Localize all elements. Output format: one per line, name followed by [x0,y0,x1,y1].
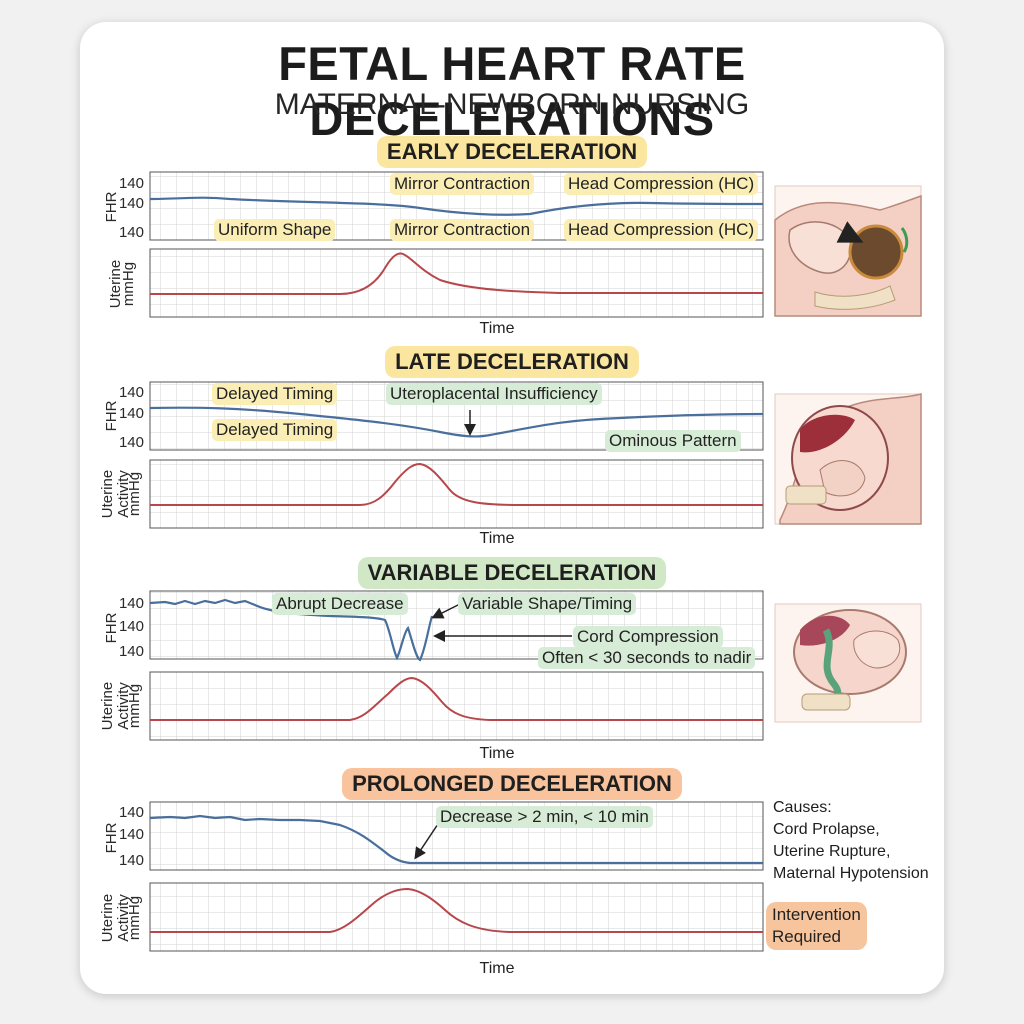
late-uterine-label: Uterine [99,469,116,519]
variable-label-nadir: Often < 30 seconds to nadir [538,647,756,669]
head-compression-illustration [774,185,922,317]
late-label-delayed-top: Delayed Timing [212,383,338,405]
prolonged-uterine-trace [150,887,763,933]
cord-compression-illustration [774,603,922,723]
variable-label-abrupt: Abrupt Decrease [272,593,408,615]
variable-shape-arrow [431,603,461,619]
prolonged-fhr-label: FHR [103,822,120,854]
page-title: FETAL HEART RATE DECELERATIONS [278,37,746,145]
variable-label-shape: Variable Shape/Timing [458,593,637,615]
late-label-ominous: Ominous Pattern [605,430,741,452]
early-heading: EARLY DECELERATION [80,136,944,168]
early-tick-top: 140 [118,175,144,192]
late-heading: LATE DECELERATION [80,346,944,378]
variable-uterine-panel [149,671,764,741]
late-label-delayed-bottom: Delayed Timing [212,419,338,441]
variable-tick-top: 140 [118,595,144,612]
variable-uterine-trace [150,676,763,721]
placenta-illustration [774,393,922,525]
late-label-insufficiency: Uteroplacental Insufficiency [386,383,602,405]
prolonged-drop-arrow [414,823,439,860]
variable-fhr-trace [149,598,434,662]
intervention-required-box: Intervention Required [766,902,867,950]
late-fhr-label: FHR [103,400,120,432]
early-label-mirror-top: Mirror Contraction [390,173,535,195]
late-unit-label: mmHg [126,471,143,517]
early-fhr-trace [149,196,764,216]
prolonged-tick-bottom: 140 [118,852,144,869]
early-tick-bottom: 140 [118,224,144,241]
variable-unit-label: mmHg [126,683,143,729]
prolonged-uterine-panel [149,882,764,952]
early-heading-label: EARLY DECELERATION [376,136,648,168]
early-label-uniform: Uniform Shape [214,219,336,241]
late-tick-bottom: 140 [118,434,144,451]
variable-fhr-label: FHR [103,612,120,644]
late-time-label: Time [479,530,515,547]
page-subtitle: MATERNAL-NEWBORN NURSING [274,88,750,121]
prolonged-heading-label: PROLONGED DECELERATION [342,768,682,800]
prolonged-heading: PROLONGED DECELERATION [80,768,944,800]
late-fhr-trace [149,406,764,438]
early-label-head-bottom: Head Compression (HC) [564,219,759,241]
variable-uterine-label: Uterine [99,681,116,731]
late-uterine-panel [149,459,764,529]
variable-heading: VARIABLE DECELERATION [80,557,944,589]
prolonged-fhr-trace [149,814,763,865]
cause-maternal-hypotension: Maternal Hypotension [773,865,929,882]
intervention-line-1: Intervention [772,905,861,924]
early-label-head-top: Head Compression (HC) [564,173,759,195]
cause-cord-prolapse: Cord Prolapse, [773,821,880,838]
prolonged-time-label: Time [479,960,515,977]
variable-heading-label: VARIABLE DECELERATION [357,557,667,589]
early-uterine-panel [149,248,764,318]
late-heading-label: LATE DECELERATION [385,346,639,378]
late-tick-mid: 140 [118,405,144,422]
variable-label-cord: Cord Compression [573,626,723,648]
causes-heading: Causes: [773,799,832,816]
prolonged-tick-mid: 140 [118,826,144,843]
intervention-line-2: Required [772,927,841,946]
early-tick-mid: 140 [118,195,144,212]
early-fhr-label: FHR [103,191,120,223]
early-time-label: Time [479,320,515,337]
prolonged-label-duration: Decrease > 2 min, < 10 min [436,806,653,828]
variable-tick-mid: 140 [118,618,144,635]
variable-time-label: Time [479,745,515,762]
variable-tick-bottom: 140 [118,643,144,660]
cause-uterine-rupture: Uterine Rupture, [773,843,891,860]
late-uterine-trace [150,462,763,506]
early-uterine-trace [150,252,763,295]
prolonged-unit-label: mmHg [126,895,143,941]
early-unit-label: mmHg [120,261,137,307]
prolonged-tick-top: 140 [118,804,144,821]
prolonged-uterine-label: Uterine [99,893,116,943]
late-tick-top: 140 [118,384,144,401]
early-label-mirror-bottom: Mirror Contraction [390,219,535,241]
